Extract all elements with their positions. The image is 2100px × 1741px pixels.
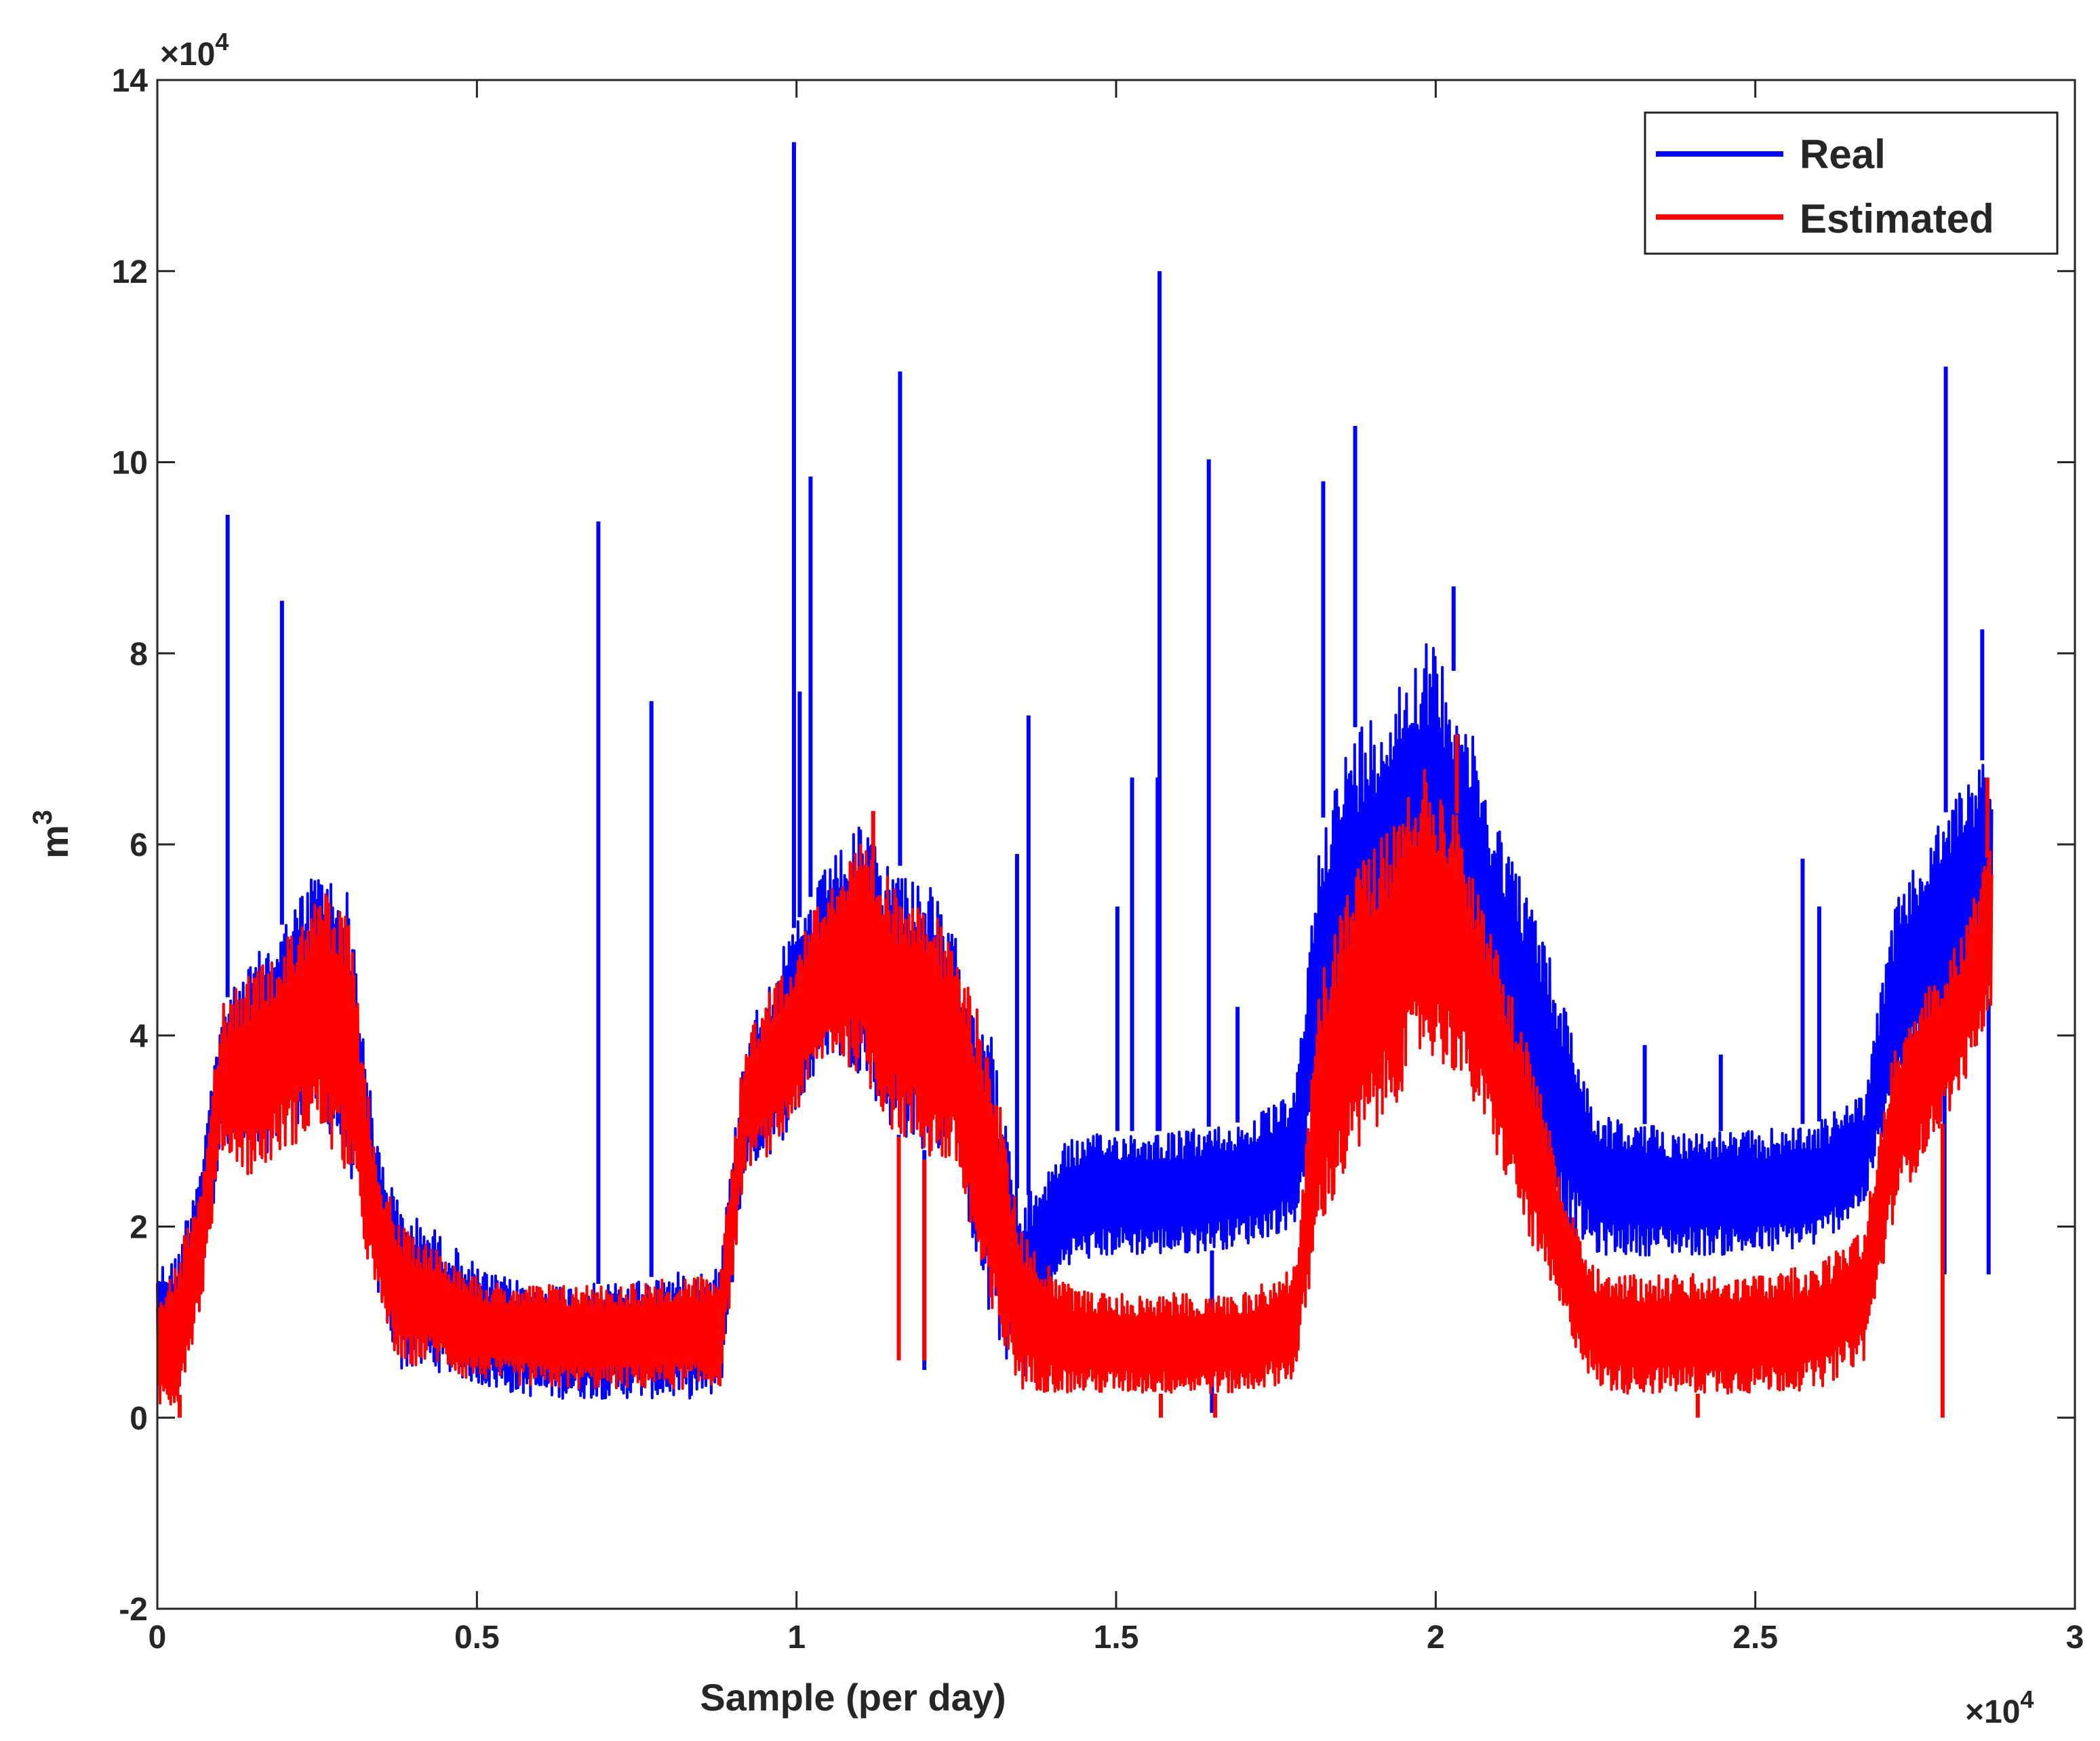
y-exponent-label: ×104 bbox=[160, 28, 229, 73]
svg-text:×104: ×104 bbox=[1965, 1685, 2034, 1730]
x-exponent-label: ×104 bbox=[1965, 1685, 2034, 1730]
x-tick-label: 2 bbox=[1427, 1620, 1445, 1656]
x-tick-label: 0.5 bbox=[454, 1620, 500, 1656]
y-exponent-base: ×10 bbox=[160, 37, 215, 73]
x-tick-label: 1 bbox=[787, 1620, 806, 1656]
x-tick-label: 2.5 bbox=[1732, 1620, 1778, 1656]
y-tick-label: -2 bbox=[119, 1592, 148, 1628]
x-tick-label: 3 bbox=[2066, 1620, 2084, 1656]
svg-text:×104: ×104 bbox=[160, 28, 229, 73]
legend-box bbox=[1644, 111, 2059, 255]
x-exponent-base: ×10 bbox=[1965, 1694, 2020, 1730]
y-axis-label-superscript: 3 bbox=[28, 810, 58, 825]
x-axis-label: Sample (per day) bbox=[700, 1676, 1006, 1719]
y-tick-label: 10 bbox=[112, 446, 148, 482]
series-layer bbox=[156, 142, 1994, 1418]
y-tick-label: 8 bbox=[130, 636, 148, 672]
legend-label-real: Real bbox=[1800, 132, 1886, 177]
legend-label-estimated: Estimated bbox=[1800, 196, 1994, 241]
x-exponent-power: 4 bbox=[2020, 1685, 2034, 1713]
y-tick-label: 14 bbox=[112, 63, 148, 99]
y-tick-label: 0 bbox=[130, 1401, 148, 1436]
y-axis-label-unit: m bbox=[33, 825, 76, 859]
x-tick-label: 1.5 bbox=[1094, 1620, 1139, 1656]
y-axis-label: m3 bbox=[28, 810, 76, 859]
y-tick-label: 4 bbox=[130, 1019, 148, 1055]
y-exponent-power: 4 bbox=[215, 28, 229, 56]
y-tick-label: 6 bbox=[130, 827, 148, 863]
y-tick-label: 2 bbox=[130, 1210, 148, 1246]
legend: Real Estimated bbox=[1644, 111, 2059, 255]
x-tick-label: 0 bbox=[148, 1620, 167, 1656]
y-tick-label: 12 bbox=[112, 254, 148, 290]
series-line-estimated bbox=[156, 768, 1994, 1406]
svg-text:m3: m3 bbox=[28, 810, 76, 859]
